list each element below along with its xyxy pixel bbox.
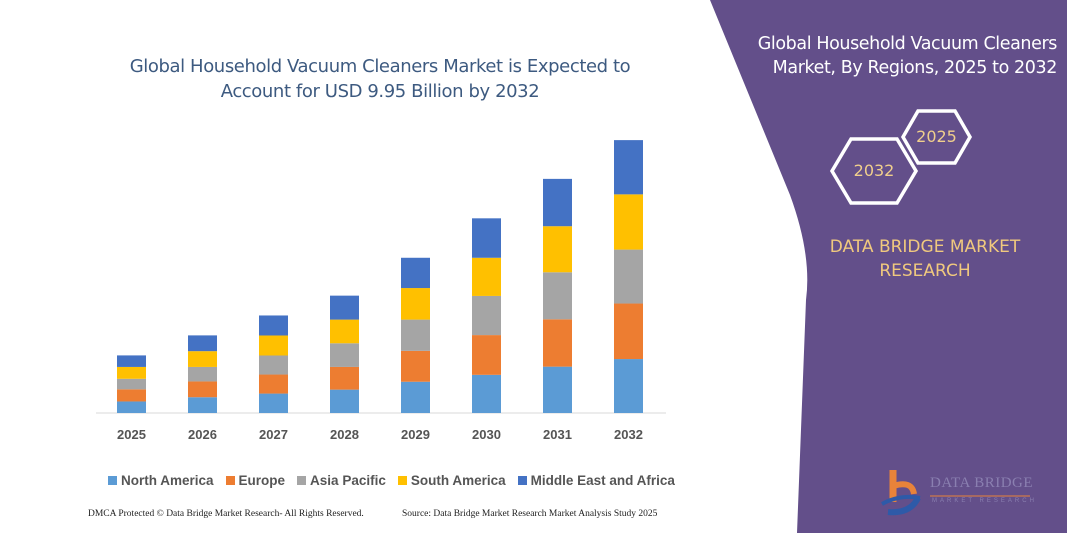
legend-label: Middle East and Africa — [530, 473, 675, 488]
legend-swatch — [397, 476, 407, 485]
side-panel-title: Global Household Vacuum Cleaners Market,… — [715, 32, 1058, 80]
bar-segment-2028-europe — [330, 366, 359, 390]
bar-segment-2027-asia-pacific — [259, 355, 288, 375]
x-tick-label: 2030 — [472, 427, 501, 442]
bars-group — [117, 140, 643, 413]
legend-swatch — [517, 476, 527, 485]
bar-segment-2032-middle-east-and-africa — [614, 140, 643, 195]
bar-segment-2029-middle-east-and-africa — [401, 257, 430, 289]
bar-segment-2031-north-america — [543, 366, 572, 413]
bar-segment-2031-asia-pacific — [543, 272, 572, 320]
bar-segment-2029-europe — [401, 350, 430, 382]
bar-segment-2028-north-america — [330, 389, 359, 413]
bar-segment-2031-middle-east-and-africa — [543, 178, 572, 227]
logo-text: DATA BRIDGE — [930, 475, 1034, 491]
legend-item: Middle East and Africa — [517, 473, 675, 488]
bar-segment-2026-north-america — [188, 397, 217, 413]
legend-swatch — [108, 476, 117, 485]
hex-label-2032: 2032 — [853, 161, 895, 180]
footer-source: Source: Data Bridge Market Research Mark… — [402, 509, 658, 519]
bar-segment-2030-europe — [472, 335, 501, 375]
bar-segment-2025-asia-pacific — [117, 378, 146, 390]
stacked-bar-chart: 2025 2026 2027 2028 2029 2030 2031 2032 — [96, 140, 666, 442]
hexagon-2025 — [900, 109, 973, 165]
legend-item: Asia Pacific — [297, 473, 386, 488]
logo-subtext: MARKET RESEARCH — [932, 498, 1037, 504]
side-title-line-1: Global Household Vacuum Cleaners — [757, 34, 1058, 54]
legend-item: South America — [397, 473, 506, 488]
bar-segment-2025-europe — [117, 389, 146, 402]
legend-label: South America — [410, 473, 506, 488]
bar-segment-2032-asia-pacific — [614, 249, 643, 304]
bar-segment-2032-south-america — [614, 194, 643, 250]
bar-segment-2026-europe — [188, 381, 217, 398]
bar-segment-2031-south-america — [543, 226, 572, 273]
legend-item: North America — [108, 473, 214, 488]
bar-segment-2025-south-america — [117, 366, 146, 379]
x-tick-label: 2029 — [401, 427, 430, 442]
bar-segment-2028-south-america — [330, 319, 359, 344]
bar-segment-2025-middle-east-and-africa — [117, 355, 146, 367]
chart-title-line-2: Account for USD 9.95 Billion by 2032 — [220, 81, 540, 102]
brand-line-1: DATA BRIDGE MARKET — [829, 237, 1021, 257]
bar-segment-2028-middle-east-and-africa — [330, 295, 359, 320]
legend: North America Europe Asia Pacific South Ame… — [108, 473, 675, 488]
bar-segment-2027-middle-east-and-africa — [259, 315, 288, 336]
hex-label-2025: 2025 — [916, 127, 957, 146]
bar-segment-2029-north-america — [401, 381, 430, 413]
x-tick-label: 2028 — [330, 427, 359, 442]
bar-segment-2029-south-america — [401, 288, 430, 320]
bar-segment-2027-europe — [259, 374, 288, 394]
bar-segment-2030-asia-pacific — [472, 295, 501, 336]
footer-copyright: DMCA Protected © Data Bridge Market Rese… — [88, 509, 364, 519]
bar-segment-2025-north-america — [117, 401, 146, 413]
x-tick-label: 2026 — [188, 427, 217, 442]
brand-text: DATA BRIDGE MARKET RESEARCH — [800, 235, 1050, 283]
x-tick-label: 2027 — [259, 427, 288, 442]
legend-item: Europe — [225, 473, 286, 488]
bar-segment-2030-north-america — [472, 374, 501, 413]
bar-segment-2027-north-america — [259, 393, 288, 413]
x-tick-label: 2031 — [543, 427, 572, 442]
chart-title: Global Household Vacuum Cleaners Market … — [110, 54, 650, 104]
legend-swatch — [297, 476, 307, 485]
bar-segment-2029-asia-pacific — [401, 319, 430, 351]
chart-title-line-1: Global Household Vacuum Cleaners Market … — [129, 56, 631, 77]
bar-segment-2032-north-america — [614, 359, 643, 413]
data-bridge-logo — [881, 470, 1030, 516]
bar-segment-2032-europe — [614, 303, 643, 360]
hexagon-2032 — [829, 137, 919, 205]
brand-line-2: RESEARCH — [879, 261, 971, 281]
bar-segment-2026-south-america — [188, 351, 217, 367]
bar-segment-2026-middle-east-and-africa — [188, 335, 217, 352]
legend-label: North America — [121, 473, 214, 488]
bar-segment-2030-south-america — [472, 257, 501, 296]
bar-segment-2026-asia-pacific — [188, 366, 217, 382]
legend-label: Asia Pacific — [310, 473, 386, 488]
legend-swatch — [225, 476, 235, 485]
x-tick-labels: 2025 2026 2027 2028 2029 2030 2031 2032 — [117, 427, 643, 442]
bar-segment-2030-middle-east-and-africa — [472, 218, 501, 258]
side-title-line-2: Market, By Regions, 2025 to 2032 — [772, 58, 1058, 78]
bar-segment-2031-europe — [543, 319, 572, 367]
bar-segment-2028-asia-pacific — [330, 343, 359, 367]
x-tick-label: 2025 — [117, 427, 146, 442]
legend-label: Europe — [238, 473, 286, 488]
bar-segment-2027-south-america — [259, 335, 288, 356]
x-tick-label: 2032 — [614, 427, 643, 442]
